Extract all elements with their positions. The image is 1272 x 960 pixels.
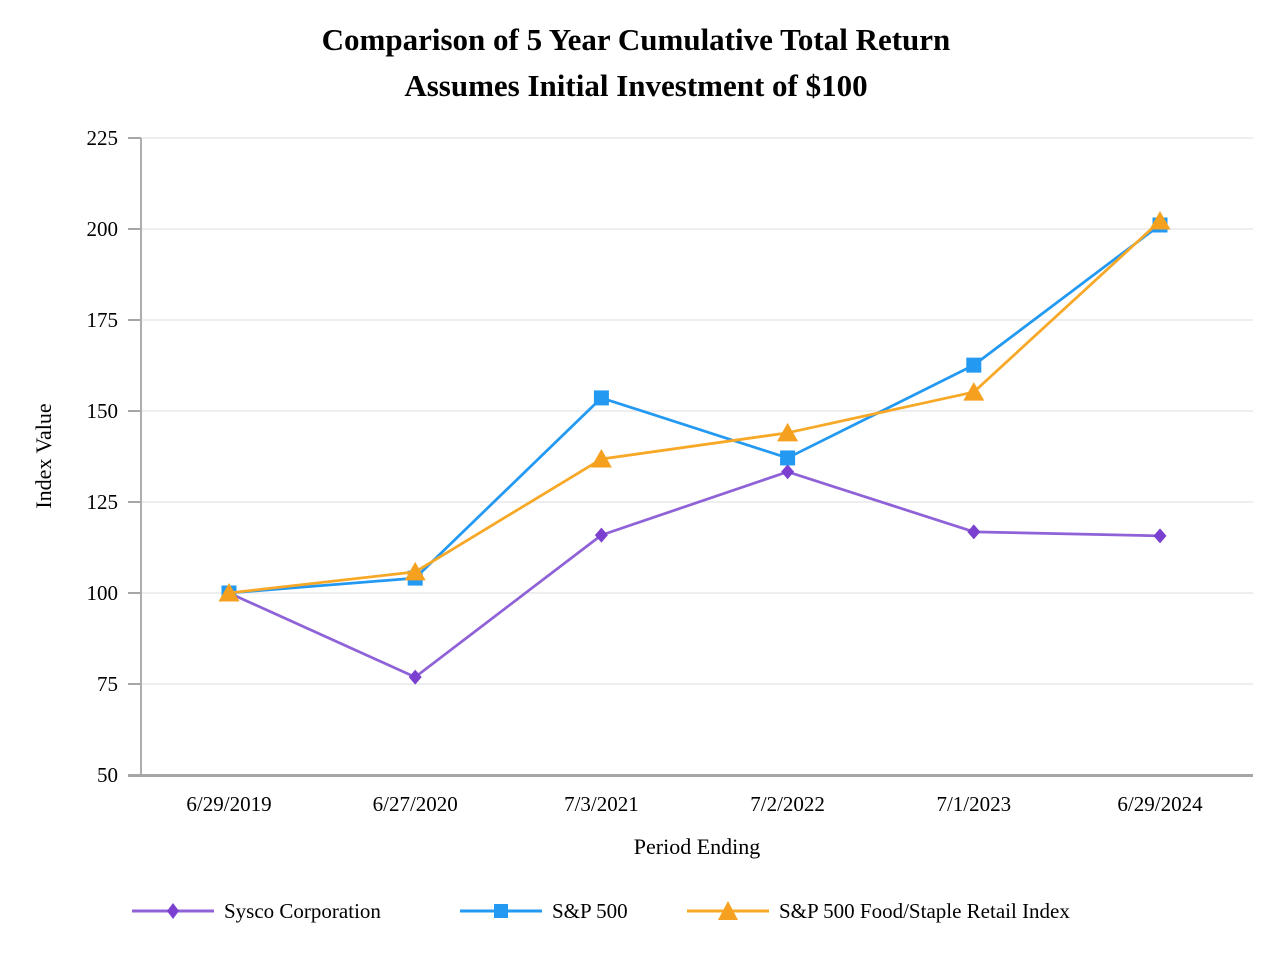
series-marker-triangle bbox=[963, 382, 985, 401]
y-tick-label: 125 bbox=[87, 490, 119, 514]
legend: Sysco Corporation S&P 500 S&P 500 Food/Sta… bbox=[0, 896, 1272, 928]
x-tick-label: 7/1/2023 bbox=[936, 792, 1011, 816]
series-marker-square bbox=[966, 357, 982, 373]
legend-label: Sysco Corporation bbox=[224, 898, 381, 923]
y-tick-label: 225 bbox=[87, 126, 119, 150]
legend-key-icon bbox=[132, 903, 214, 919]
series-marker-diamond bbox=[781, 464, 795, 480]
series-marker-diamond bbox=[594, 527, 608, 543]
series-line-diamond bbox=[227, 470, 1162, 679]
series-marker-triangle bbox=[1149, 210, 1171, 230]
x-tick-label: 7/2/2022 bbox=[750, 792, 825, 816]
chart-title-line2: Assumes Initial Investment of $100 bbox=[404, 68, 868, 103]
series-marker-triangle bbox=[590, 449, 612, 468]
legend-label: S&P 500 Food/Staple Retail Index bbox=[779, 898, 1070, 923]
x-tick-label: 6/29/2024 bbox=[1117, 792, 1203, 816]
legend-item: S&P 500 bbox=[458, 896, 628, 926]
legend-marker-square bbox=[494, 904, 508, 918]
series-line-square bbox=[227, 223, 1162, 595]
y-tick-label: 200 bbox=[87, 217, 119, 241]
x-tick-label: 7/3/2021 bbox=[564, 792, 639, 816]
y-tick-label: 75 bbox=[97, 672, 118, 696]
series-marker-triangle bbox=[218, 583, 240, 602]
legend-key-icon bbox=[460, 904, 542, 918]
legend-marker-triangle bbox=[718, 901, 738, 920]
y-tick-label: 100 bbox=[87, 581, 119, 605]
series-marker-diamond bbox=[967, 524, 981, 540]
series-marker-square bbox=[593, 390, 609, 406]
y-tick-label: 50 bbox=[97, 763, 118, 787]
legend-label: S&P 500 bbox=[552, 898, 628, 923]
series-marker-triangle bbox=[404, 561, 426, 581]
x-tick-label: 6/27/2020 bbox=[373, 792, 458, 816]
chart-title: Comparison of 5 Year Cumulative Total Re… bbox=[0, 17, 1272, 109]
y-tick-label: 175 bbox=[87, 308, 119, 332]
series-marker-diamond bbox=[408, 669, 422, 685]
legend-item: S&P 500 Food/Staple Retail Index bbox=[685, 896, 1070, 926]
series-marker-square bbox=[780, 450, 796, 466]
y-tick-label: 150 bbox=[87, 399, 119, 423]
series-marker-triangle bbox=[777, 422, 799, 442]
x-tick-label: 6/29/2019 bbox=[186, 792, 271, 816]
legend-key-icon bbox=[687, 901, 769, 920]
legend-marker-diamond bbox=[167, 903, 179, 919]
series-line-triangle bbox=[227, 219, 1162, 595]
chart-title-line1: Comparison of 5 Year Cumulative Total Re… bbox=[321, 22, 951, 57]
series-marker-diamond bbox=[1153, 528, 1167, 544]
x-axis-title: Period Ending bbox=[633, 834, 761, 859]
legend-item: Sysco Corporation bbox=[130, 896, 381, 926]
